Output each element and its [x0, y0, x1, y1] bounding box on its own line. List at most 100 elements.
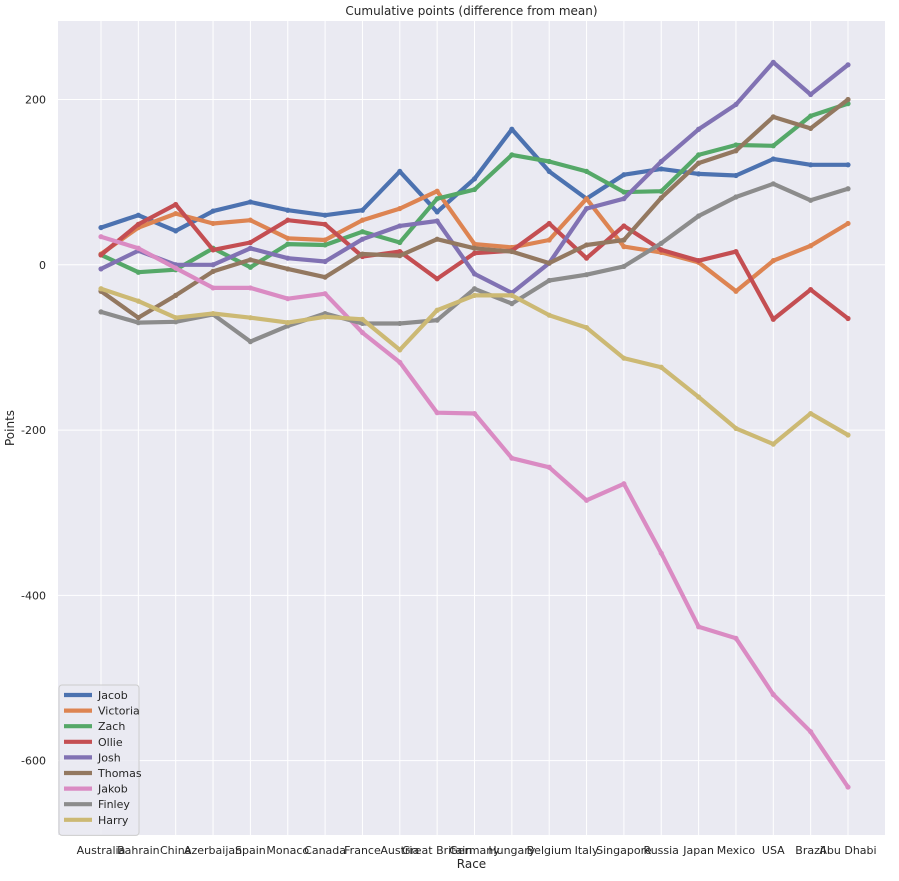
chart-title: Cumulative points (difference from mean) [345, 4, 597, 18]
x-tick-label: Bahrain [117, 844, 160, 857]
data-point [322, 314, 328, 320]
x-tick-label: Belgium [527, 844, 572, 857]
data-point [509, 455, 515, 461]
data-point [471, 241, 478, 247]
series-finley [98, 181, 851, 345]
data-point [285, 296, 291, 302]
data-point [733, 172, 739, 179]
data-point [808, 113, 814, 119]
data-point [808, 243, 814, 249]
data-point [359, 229, 366, 235]
data-point [210, 247, 216, 253]
data-point [509, 301, 515, 307]
data-point [808, 410, 814, 417]
data-point [583, 196, 590, 202]
data-point [322, 258, 328, 265]
legend-frame [58, 684, 140, 836]
data-point [210, 268, 216, 274]
legend-label: Jakob [97, 783, 128, 796]
data-point [397, 168, 403, 175]
data-point [770, 258, 776, 264]
x-tick-label: Spain [235, 844, 266, 857]
y-axis-title: Points [3, 410, 17, 446]
data-point [285, 320, 291, 326]
data-point [285, 255, 291, 261]
data-point [397, 205, 403, 212]
data-point [173, 315, 179, 321]
x-tick-label: Mexico [717, 844, 756, 857]
legend-item: Zach [64, 720, 125, 733]
data-point [173, 201, 179, 208]
data-point [359, 207, 366, 213]
data-point [845, 96, 851, 103]
data-point [808, 197, 814, 203]
legend-label: Josh [97, 751, 121, 764]
data-point [434, 236, 440, 242]
data-point [621, 481, 627, 487]
data-point [434, 307, 440, 313]
data-point [845, 186, 851, 192]
data-point [621, 223, 627, 229]
data-point [546, 237, 552, 243]
data-point [546, 220, 552, 227]
data-point [471, 245, 478, 251]
series-victoria [98, 188, 851, 294]
data-point [285, 241, 291, 247]
data-point [397, 239, 403, 246]
data-point [696, 213, 702, 219]
data-point [471, 286, 478, 292]
data-point [546, 158, 552, 165]
data-point [322, 212, 328, 218]
data-point [770, 156, 776, 162]
data-point [247, 245, 253, 251]
legend-label: Jacob [97, 689, 128, 702]
data-point [583, 255, 590, 261]
data-point [247, 257, 253, 263]
data-point [583, 272, 590, 278]
data-point [770, 143, 776, 149]
legend-label: Harry [98, 814, 129, 827]
data-point [583, 324, 590, 331]
legend-item: Victoria [64, 705, 140, 718]
data-point [434, 218, 440, 224]
legend-label: Thomas [97, 767, 142, 780]
data-point [173, 210, 179, 217]
data-point [770, 114, 776, 120]
data-point [808, 162, 814, 168]
data-point [471, 186, 478, 193]
data-point [135, 269, 141, 275]
data-point [397, 320, 403, 327]
x-tick-label: Azerbaijan [184, 844, 242, 857]
data-point [658, 158, 664, 165]
data-point [210, 310, 216, 317]
legend-item: Finley [64, 798, 130, 811]
data-point [247, 285, 253, 291]
x-tick-label: Australia [77, 844, 126, 857]
data-point [471, 271, 478, 277]
data-point [733, 148, 739, 154]
data-point [509, 152, 515, 158]
data-point [733, 142, 739, 148]
data-point [173, 265, 179, 271]
data-point [583, 168, 590, 175]
data-point [621, 196, 627, 202]
data-point [359, 251, 366, 257]
data-point [98, 266, 104, 272]
data-point [733, 101, 739, 108]
data-point [135, 245, 141, 251]
x-tick-label: Italy [575, 844, 599, 857]
data-point [359, 217, 366, 223]
data-point [397, 253, 403, 259]
data-point [397, 223, 403, 229]
x-tick-label: China [160, 844, 191, 857]
data-point [845, 162, 851, 168]
data-point [658, 240, 664, 246]
data-point [434, 317, 440, 323]
series-layer [98, 59, 851, 790]
data-point [471, 292, 478, 298]
y-tick-label: 200 [25, 94, 46, 107]
data-point [546, 168, 552, 175]
data-point [434, 410, 440, 416]
data-point [322, 291, 328, 297]
legend-item: Harry [64, 814, 129, 827]
